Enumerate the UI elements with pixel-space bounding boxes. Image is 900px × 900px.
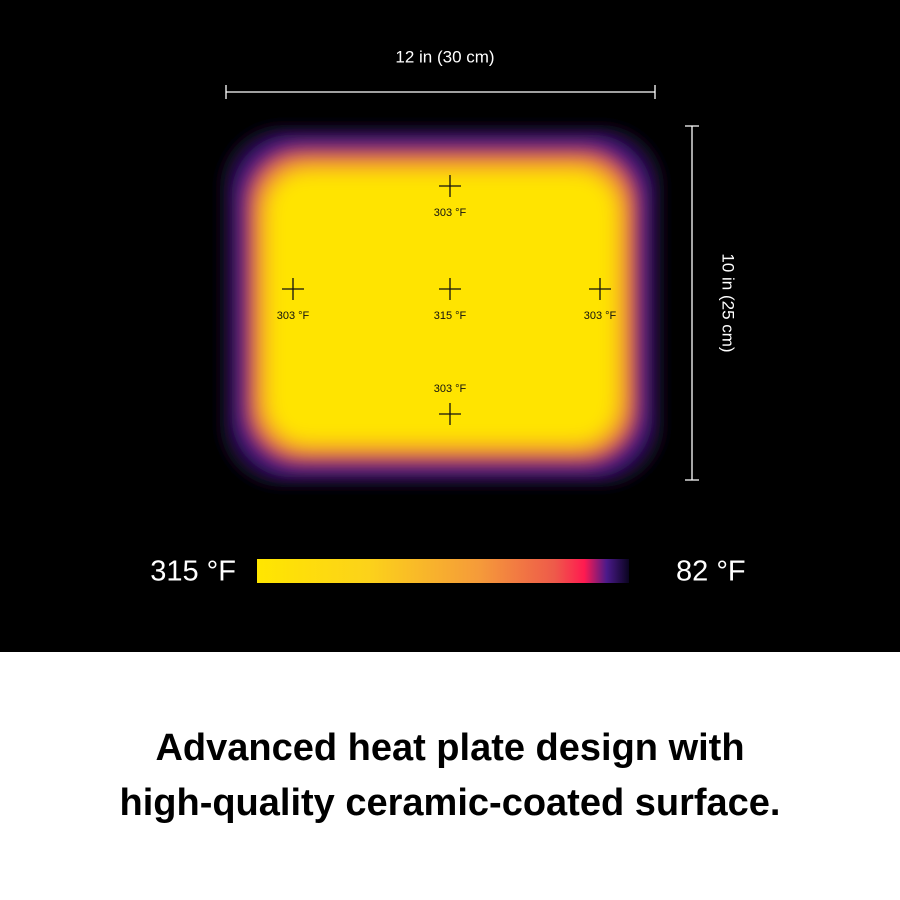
scale-bar <box>257 559 629 583</box>
height-label: 10 in (25 cm) <box>719 253 738 352</box>
crosshair <box>282 278 304 300</box>
heat-map <box>220 125 664 487</box>
crosshair <box>439 278 461 300</box>
scale-min: 82 °F <box>676 556 746 588</box>
measurement-points: 303 °F 303 °F 315 °F 303 °F 303 °F <box>277 175 617 425</box>
dimensions: 12 in (30 cm) 10 in (25 cm) <box>225 47 738 481</box>
temperature-scale: 315 °F 82 °F <box>150 556 745 588</box>
point-label: 303 °F <box>434 383 467 395</box>
caption: Advanced heat plate design with high-qua… <box>120 727 781 824</box>
point-label: 303 °F <box>277 310 310 322</box>
caption-line: Advanced heat plate design with <box>155 727 744 769</box>
width-line <box>225 85 656 99</box>
point-label: 315 °F <box>434 310 467 322</box>
width-label: 12 in (30 cm) <box>395 47 494 66</box>
light-panel <box>0 652 900 900</box>
height-line <box>685 125 699 481</box>
point-label: 303 °F <box>434 207 467 219</box>
caption-line: high-quality ceramic-coated surface. <box>120 782 781 824</box>
crosshair <box>589 278 611 300</box>
heat-layer <box>264 168 620 446</box>
crosshair <box>439 403 461 425</box>
scale-max: 315 °F <box>150 556 236 588</box>
crosshair <box>439 175 461 197</box>
point-label: 303 °F <box>584 310 617 322</box>
